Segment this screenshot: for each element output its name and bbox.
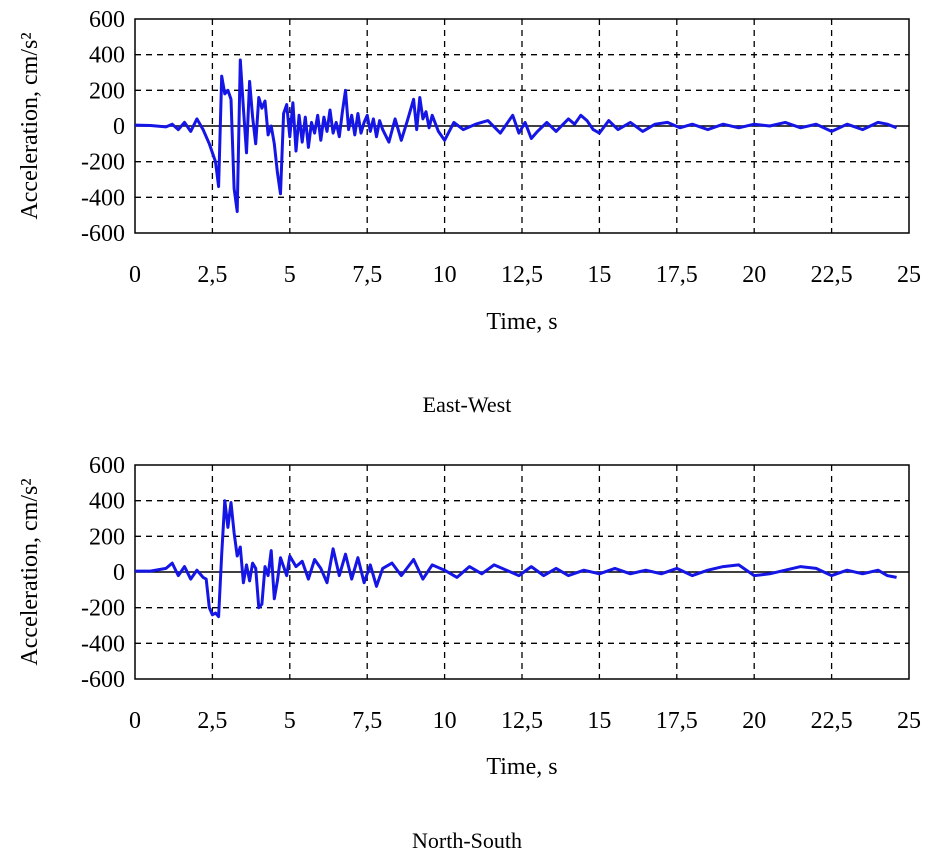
x-tick-label: 0 bbox=[129, 708, 141, 734]
x-tick-label: 22,5 bbox=[811, 708, 853, 734]
y-axis-label: Acceleration, cm/s² bbox=[17, 478, 43, 665]
x-tick-label: 12,5 bbox=[501, 708, 543, 734]
y-tick-label: 0 bbox=[113, 114, 125, 140]
x-tick-labels: 0 2,5 5 7,5 10 12,5 15 17,5 20 22,5 25 bbox=[129, 708, 921, 734]
grid-lines bbox=[135, 19, 909, 233]
y-tick-label: -200 bbox=[81, 596, 125, 622]
chart-panel-north-south: 600 400 200 0 -200 -400 -600 0 2,5 5 7,5 10 12,5 15 1… bbox=[17, 453, 921, 853]
x-tick-label: 0 bbox=[129, 262, 141, 288]
x-axis-label: Time, s bbox=[486, 754, 557, 780]
x-tick-label: 25 bbox=[897, 262, 921, 288]
y-tick-label: 200 bbox=[89, 524, 125, 550]
y-tick-label: -400 bbox=[81, 185, 125, 211]
x-tick-label: 5 bbox=[284, 708, 296, 734]
grid-lines bbox=[135, 465, 909, 679]
x-tick-labels: 0 2,5 5 7,5 10 12,5 15 17,5 20 22,5 25 bbox=[129, 262, 921, 288]
x-tick-label: 7,5 bbox=[352, 708, 382, 734]
y-tick-labels: 600 400 200 0 -200 -400 -600 bbox=[81, 453, 125, 693]
y-tick-label: 600 bbox=[89, 7, 125, 33]
x-tick-label: 15 bbox=[587, 708, 611, 734]
x-tick-label: 17,5 bbox=[656, 708, 698, 734]
y-tick-label: 200 bbox=[89, 78, 125, 104]
x-tick-label: 12,5 bbox=[501, 262, 543, 288]
x-tick-label: 17,5 bbox=[656, 262, 698, 288]
x-tick-label: 25 bbox=[897, 708, 921, 734]
y-tick-label: 400 bbox=[89, 489, 125, 515]
y-tick-label: -600 bbox=[81, 667, 125, 693]
chart-panel-east-west: 600 400 200 0 -200 -400 -600 0 2,5 5 7,5 10 12,5 15 1… bbox=[17, 7, 921, 417]
y-tick-label: -600 bbox=[81, 221, 125, 247]
y-tick-label: 600 bbox=[89, 453, 125, 479]
x-tick-label: 15 bbox=[587, 262, 611, 288]
x-axis-label: Time, s bbox=[486, 309, 557, 335]
x-tick-label: 10 bbox=[433, 262, 457, 288]
series-line-east-west bbox=[134, 58, 898, 214]
x-tick-label: 2,5 bbox=[197, 262, 227, 288]
y-tick-labels: 600 400 200 0 -200 -400 -600 bbox=[81, 7, 125, 247]
chart-caption-north-south: North-South bbox=[412, 828, 522, 853]
y-tick-label: -200 bbox=[81, 150, 125, 176]
y-axis-label: Acceleration, cm/s² bbox=[17, 32, 43, 219]
x-tick-label: 2,5 bbox=[197, 708, 227, 734]
y-tick-label: 400 bbox=[89, 43, 125, 69]
x-tick-label: 22,5 bbox=[811, 262, 853, 288]
chart-caption-east-west: East-West bbox=[423, 392, 512, 417]
y-tick-label: -400 bbox=[81, 631, 125, 657]
x-tick-label: 5 bbox=[284, 262, 296, 288]
x-tick-label: 20 bbox=[742, 708, 766, 734]
x-tick-label: 20 bbox=[742, 262, 766, 288]
y-tick-label: 0 bbox=[113, 560, 125, 586]
x-tick-label: 7,5 bbox=[352, 262, 382, 288]
series-line-north-south bbox=[135, 499, 897, 619]
x-tick-label: 10 bbox=[433, 708, 457, 734]
